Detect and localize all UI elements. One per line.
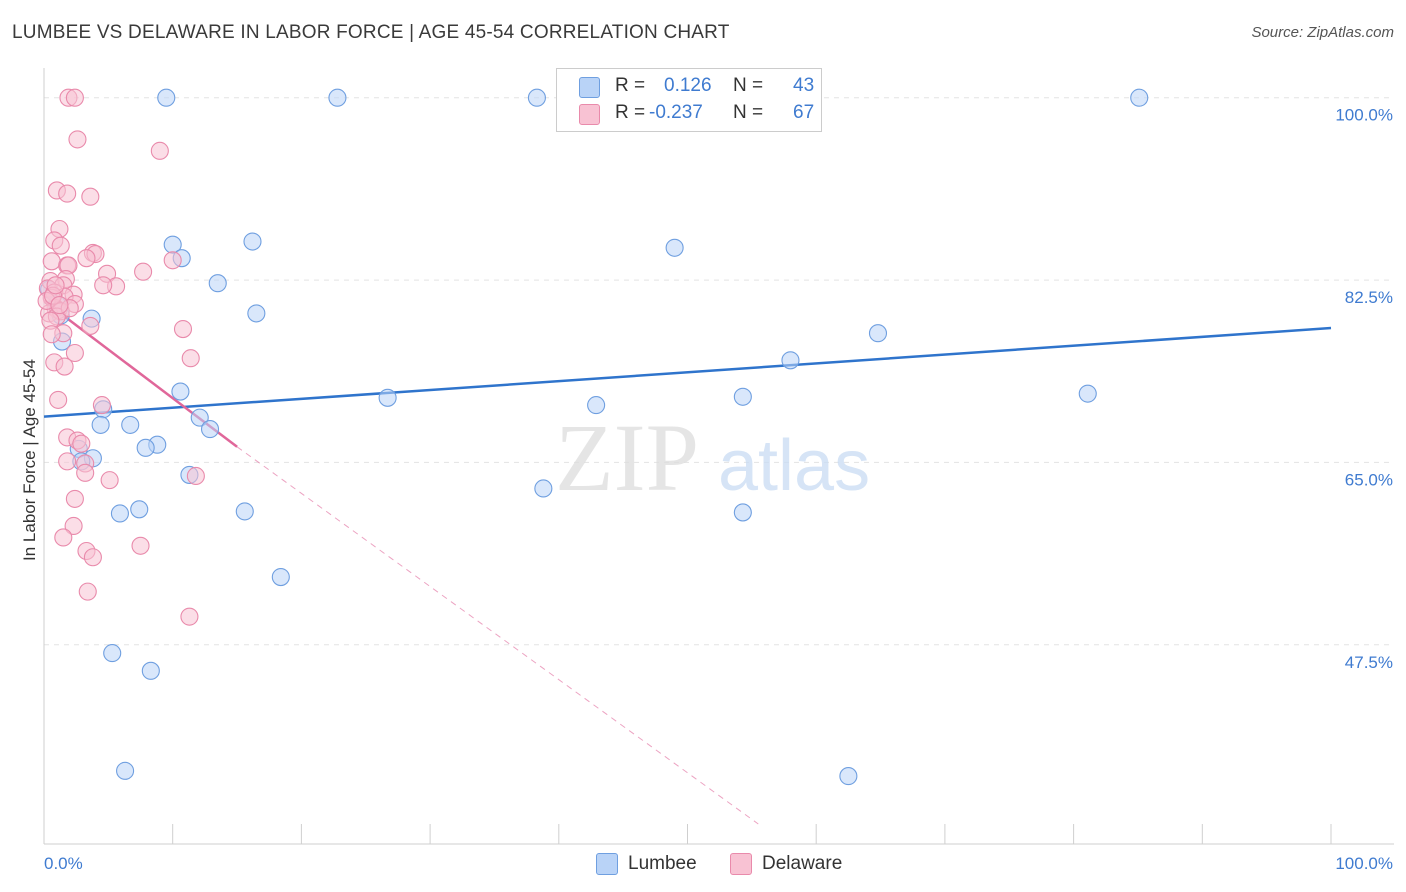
- lumbee-point-1: [328, 88, 347, 107]
- lumbee-point-9: [247, 304, 266, 323]
- delaware-point-49: [58, 452, 77, 471]
- delaware-point-57: [131, 536, 150, 555]
- lumbee-point-31: [534, 479, 553, 498]
- lumbee-point-14: [781, 351, 800, 370]
- delaware-r-value: -0.237: [649, 102, 703, 123]
- lumbee-point-19: [587, 396, 606, 415]
- delaware-point-60: [78, 582, 97, 601]
- lumbee-trend-line: [43, 326, 1332, 418]
- y-tick-label-0: 47.5%: [1345, 653, 1393, 672]
- lumbee-n-label: N =: [733, 75, 764, 96]
- delaware-point-66: [46, 276, 65, 295]
- lumbee-point-18: [1078, 384, 1097, 403]
- x-tick-label-min: 0.0%: [44, 854, 83, 873]
- lumbee-point-2: [527, 88, 546, 107]
- delaware-point-13: [42, 252, 61, 271]
- lumbee-point-36: [271, 567, 290, 587]
- legend-delaware-swatch: [730, 853, 752, 875]
- delaware-point-44: [49, 390, 68, 409]
- delaware-point-2: [68, 130, 87, 149]
- lumbee-point-40: [839, 767, 858, 786]
- lumbee-r-value: 0.126: [664, 75, 712, 96]
- watermark-atlas: atlas: [718, 426, 870, 506]
- tick-labels: 47.5% 65.0% 82.5% 100.0% 0.0% 100.0%: [44, 106, 1393, 873]
- y-tick-label-1: 65.0%: [1345, 470, 1393, 489]
- lumbee-point-32: [130, 500, 149, 519]
- lumbee-point-4: [243, 232, 262, 251]
- delaware-n-value: 67: [793, 102, 815, 123]
- delaware-point-55: [64, 516, 83, 536]
- legend-delaware-label: Delaware: [762, 853, 843, 874]
- delaware-point-9: [51, 236, 70, 255]
- lumbee-point-10: [868, 324, 888, 343]
- delaware-point-23: [94, 276, 113, 295]
- lumbee-point-17: [733, 387, 752, 406]
- delaware-point-43: [55, 357, 74, 376]
- delaware-point-37: [173, 319, 193, 339]
- delaware-point-54: [65, 489, 84, 508]
- delaware-point-36: [81, 316, 100, 335]
- delaware-point-5: [58, 184, 77, 203]
- lumbee-point-33: [110, 504, 129, 523]
- delaware-point-53: [100, 471, 119, 490]
- data-points: [37, 88, 1149, 786]
- y-tick-label-3: 100.0%: [1335, 106, 1393, 125]
- lumbee-point-7: [665, 238, 684, 257]
- delaware-swatch: [579, 104, 600, 125]
- lumbee-n-value: 43: [793, 75, 815, 96]
- trend-lines: [43, 299, 1332, 825]
- legend-lumbee-swatch: [596, 853, 618, 875]
- y-tick-label-2: 82.5%: [1345, 288, 1393, 307]
- delaware-trend-extension: [236, 446, 759, 825]
- delaware-point-59: [83, 548, 102, 567]
- chart-title: LUMBEE VS DELAWARE IN LABOR FORCE | AGE …: [12, 22, 730, 43]
- delaware-point-52: [186, 466, 205, 486]
- delaware-n-label: N =: [733, 102, 764, 123]
- delaware-point-41: [181, 349, 200, 368]
- delaware-point-65: [50, 296, 69, 315]
- lumbee-point-37: [103, 644, 122, 663]
- delaware-point-51: [76, 463, 95, 482]
- legend-lumbee-label: Lumbee: [628, 853, 697, 874]
- lumbee-point-35: [733, 503, 752, 522]
- x-tick-label-max: 100.0%: [1335, 854, 1393, 873]
- delaware-point-48: [72, 434, 91, 453]
- lumbee-point-24: [91, 415, 110, 434]
- axes: [43, 68, 1394, 845]
- lumbee-point-26: [136, 438, 155, 457]
- delaware-point-56: [54, 528, 73, 547]
- delaware-point-17: [134, 262, 153, 281]
- lumbee-point-34: [235, 502, 254, 521]
- lumbee-point-15: [171, 382, 190, 401]
- source-credit: Source: ZipAtlas.com: [1251, 24, 1394, 41]
- delaware-point-40: [65, 343, 84, 363]
- delaware-point-45: [92, 396, 111, 415]
- lumbee-point-38: [141, 661, 160, 680]
- lumbee-point-22: [121, 415, 140, 434]
- lumbee-point-16: [378, 388, 397, 407]
- delaware-r-label: R =: [615, 102, 646, 123]
- lumbee-swatch: [579, 77, 600, 98]
- grid-lines: [44, 97, 1394, 646]
- delaware-point-61: [180, 607, 199, 626]
- lumbee-r-label: R =: [615, 75, 646, 96]
- lumbee-point-8: [208, 274, 227, 293]
- watermark-zip: ZIP: [555, 404, 699, 511]
- lumbee-point-23: [200, 420, 220, 439]
- delaware-point-39: [42, 325, 61, 344]
- lumbee-point-0: [157, 88, 176, 107]
- delaware-point-6: [81, 187, 100, 206]
- lumbee-point-39: [116, 761, 135, 780]
- delaware-point-14: [163, 251, 182, 270]
- lumbee-point-3: [1130, 88, 1149, 107]
- delaware-point-12: [77, 249, 96, 268]
- correlation-stats-box: R = 0.126 N = 43 R = -0.237 N = 67: [556, 68, 822, 132]
- delaware-point-3: [150, 141, 169, 160]
- lumbee-point-21: [190, 408, 209, 427]
- delaware-point-1: [65, 88, 84, 107]
